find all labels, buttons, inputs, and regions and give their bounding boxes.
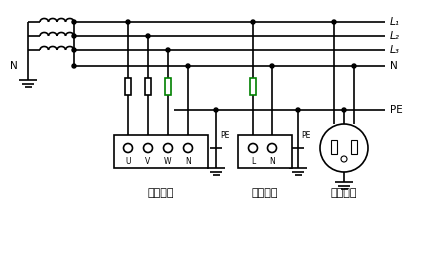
Circle shape — [268, 143, 276, 152]
Circle shape — [72, 20, 76, 24]
Bar — [145, 78, 151, 95]
Circle shape — [352, 64, 356, 68]
Circle shape — [342, 108, 346, 112]
Circle shape — [248, 143, 257, 152]
Circle shape — [72, 48, 76, 52]
Text: L₂: L₂ — [390, 31, 400, 41]
Text: N: N — [10, 61, 18, 71]
Text: 三相插座: 三相插座 — [148, 188, 174, 198]
Circle shape — [186, 64, 190, 68]
Circle shape — [123, 143, 132, 152]
Circle shape — [251, 20, 255, 24]
Text: W: W — [164, 157, 172, 165]
Circle shape — [320, 124, 368, 172]
Circle shape — [214, 108, 218, 112]
Text: PE: PE — [390, 105, 403, 115]
Circle shape — [332, 20, 336, 24]
Bar — [114, 135, 208, 168]
Text: 单相设备: 单相设备 — [252, 188, 278, 198]
Bar — [250, 78, 256, 95]
Text: PE: PE — [220, 131, 229, 140]
Bar — [351, 140, 357, 154]
Circle shape — [146, 34, 150, 38]
Text: L₁: L₁ — [390, 17, 400, 27]
Circle shape — [72, 34, 76, 38]
Text: L₃: L₃ — [390, 45, 400, 55]
Circle shape — [184, 143, 192, 152]
Text: U: U — [125, 157, 131, 165]
Bar — [238, 135, 292, 168]
Bar — [165, 78, 171, 95]
Circle shape — [296, 108, 300, 112]
Text: PE: PE — [301, 131, 310, 140]
Circle shape — [341, 156, 347, 162]
Bar — [331, 140, 337, 154]
Circle shape — [270, 64, 274, 68]
Bar — [125, 78, 131, 95]
Text: L: L — [251, 157, 255, 165]
Circle shape — [126, 20, 130, 24]
Text: N: N — [390, 61, 398, 71]
Circle shape — [72, 64, 76, 68]
Text: N: N — [185, 157, 191, 165]
Circle shape — [143, 143, 153, 152]
Text: 单相插座: 单相插座 — [331, 188, 357, 198]
Circle shape — [166, 48, 170, 52]
Text: V: V — [145, 157, 151, 165]
Text: N: N — [269, 157, 275, 165]
Circle shape — [164, 143, 173, 152]
